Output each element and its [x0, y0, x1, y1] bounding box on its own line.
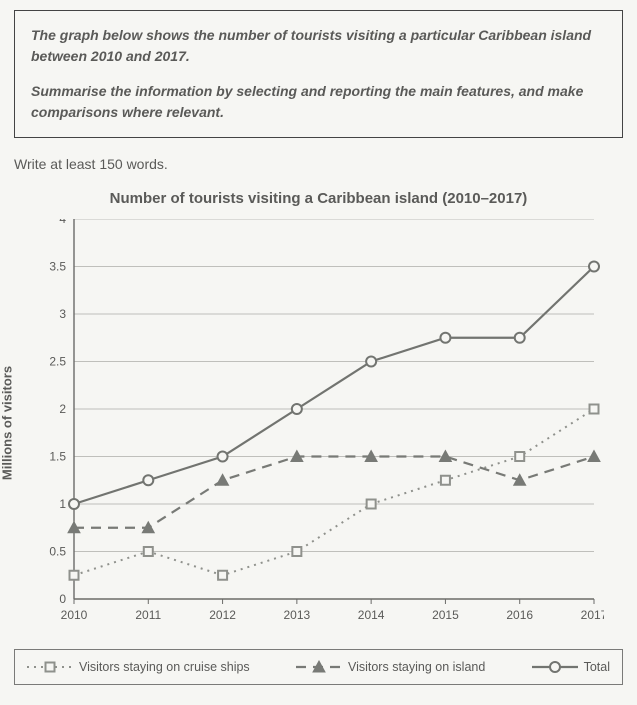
- task-paragraph-1: The graph below shows the number of tour…: [31, 25, 606, 67]
- legend-label: Total: [584, 660, 610, 674]
- svg-text:2015: 2015: [432, 608, 459, 622]
- svg-text:2013: 2013: [283, 608, 310, 622]
- svg-text:2: 2: [59, 402, 66, 416]
- legend-label: Visitors staying on island: [348, 660, 485, 674]
- chart-legend: Visitors staying on cruise ships Visitor…: [14, 649, 623, 685]
- task-paragraph-2: Summarise the information by selecting a…: [31, 81, 606, 123]
- legend-item-total: Total: [532, 660, 610, 674]
- svg-text:2010: 2010: [60, 608, 87, 622]
- task-prompt-box: The graph below shows the number of tour…: [14, 10, 623, 138]
- svg-text:3.5: 3.5: [49, 260, 66, 274]
- svg-text:2016: 2016: [506, 608, 533, 622]
- svg-text:4: 4: [59, 219, 66, 226]
- svg-text:1.5: 1.5: [49, 450, 66, 464]
- svg-text:2011: 2011: [135, 608, 161, 622]
- svg-text:0.5: 0.5: [49, 545, 66, 559]
- chart-title: Number of tourists visiting a Caribbean …: [14, 190, 623, 207]
- svg-text:2012: 2012: [209, 608, 236, 622]
- legend-item-cruise: Visitors staying on cruise ships: [27, 660, 250, 674]
- svg-text:1: 1: [59, 497, 66, 511]
- y-axis-label: Millions of visitors: [0, 366, 14, 480]
- word-count-instruction: Write at least 150 words.: [14, 156, 623, 172]
- chart-container: Millions of visitors 00.511.522.533.5420…: [19, 219, 619, 627]
- legend-label: Visitors staying on cruise ships: [79, 660, 250, 674]
- svg-text:2014: 2014: [357, 608, 384, 622]
- legend-item-island: Visitors staying on island: [296, 660, 485, 674]
- svg-text:2017: 2017: [580, 608, 603, 622]
- svg-text:3: 3: [59, 307, 66, 321]
- line-chart: 0 0.5 1 1.5 2 2.5 3 3.5 4 2010 2011 2012 2013 2014 201…: [19, 219, 604, 627]
- svg-text:2.5: 2.5: [49, 355, 66, 369]
- svg-text:0: 0: [59, 592, 66, 606]
